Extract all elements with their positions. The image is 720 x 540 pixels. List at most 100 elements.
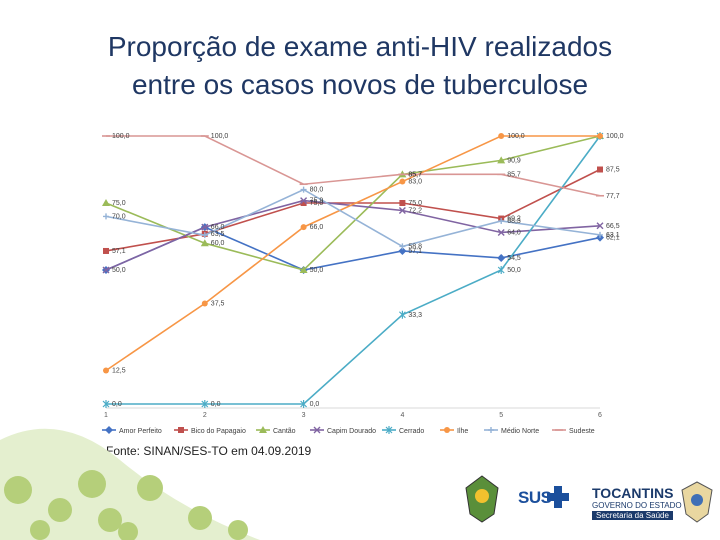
legend-label: Capim Dourado <box>327 428 376 435</box>
data-label: 66,0 <box>211 224 225 231</box>
legend-label: Cerrado <box>399 428 424 435</box>
data-point-marker <box>200 239 209 247</box>
data-point-marker <box>300 224 307 231</box>
data-label: 75,0 <box>310 200 324 207</box>
data-point-marker <box>300 400 308 408</box>
data-point-marker <box>201 300 208 307</box>
legend-label: Médio Norte <box>501 428 539 435</box>
emblem-sun-shape <box>475 489 489 503</box>
data-point-marker <box>103 367 109 374</box>
institution-logos: SUS TOCANTINS GOVERNO DO ESTADO Secretar… <box>440 466 720 540</box>
ribbon-icon <box>30 520 50 540</box>
data-label: 85,7 <box>408 171 422 178</box>
data-label: 63,5 <box>211 231 225 238</box>
title-line-1: Proporção de exame anti-HIV realizados <box>107 31 613 62</box>
series-line <box>105 168 601 252</box>
legend-label: Bico do Papagaio <box>191 428 246 435</box>
secretariat-text: Secretaria da Saúde <box>592 511 673 520</box>
data-point-marker <box>488 427 494 433</box>
data-label: 75,0 <box>408 200 422 207</box>
data-point-marker <box>399 243 406 250</box>
title-line-2: entre os casos novos de tuberculose <box>131 69 589 100</box>
data-point-marker <box>300 197 308 205</box>
x-tick-label: 6 <box>598 412 602 419</box>
data-point-marker <box>201 232 208 239</box>
legend-label: Amor Perfeito <box>119 428 162 435</box>
data-point-marker <box>300 200 307 206</box>
x-tick-label: 1 <box>104 412 108 419</box>
data-point-marker <box>497 228 505 236</box>
data-point-marker <box>313 426 321 434</box>
data-point-marker <box>498 217 505 224</box>
data-label: 63,1 <box>606 232 620 239</box>
data-point-marker <box>398 310 406 319</box>
data-point-marker <box>300 186 307 193</box>
data-label: 75,9 <box>310 198 324 205</box>
data-point-marker <box>597 133 603 139</box>
series-line <box>105 135 601 271</box>
data-point-marker <box>102 400 110 408</box>
data-point-marker <box>178 427 184 433</box>
data-label: 0,0 <box>211 401 221 408</box>
data-label: 60,0 <box>211 240 225 247</box>
data-point-marker <box>103 247 109 254</box>
data-label: 100,0 <box>507 133 525 140</box>
x-tick-label: 3 <box>302 412 306 419</box>
data-point-marker <box>444 427 450 433</box>
data-point-marker <box>259 426 267 433</box>
x-tick-label: 5 <box>499 412 503 419</box>
state-emblem-icon <box>465 475 499 523</box>
tocantins-logo-text: TOCANTINS <box>592 485 674 501</box>
data-label: 83,0 <box>408 179 422 186</box>
pill-icon <box>98 508 122 532</box>
eye-icon <box>78 470 106 498</box>
slide-title: Proporção de exame anti-HIV realizados e… <box>0 28 720 104</box>
data-point-marker <box>103 213 109 220</box>
data-label: 68,3 <box>507 218 521 225</box>
data-point-marker <box>201 400 209 408</box>
data-point-marker <box>497 156 506 164</box>
data-label: 77,7 <box>606 193 620 200</box>
data-label: 100,0 <box>606 133 624 140</box>
data-label: 0,0 <box>112 401 122 408</box>
cross-icon <box>547 486 569 508</box>
data-label: 70,0 <box>112 213 126 220</box>
leaf-icon <box>4 476 32 504</box>
x-tick-label: 4 <box>400 412 404 419</box>
data-point-marker <box>102 199 110 206</box>
data-label: 87,5 <box>606 167 620 174</box>
data-point-marker <box>398 207 406 214</box>
sus-logo: SUS <box>518 488 552 507</box>
data-label: 57,1 <box>112 248 126 255</box>
line-chart: 1 2 3 4 5 6 50,0 66,0 50,0 57,1 54,5 62,1 57,1 63,5 75… <box>102 132 624 435</box>
data-label: 37,5 <box>211 301 225 308</box>
data-point-marker <box>399 200 406 206</box>
series-line <box>105 188 601 248</box>
data-label: 12,5 <box>112 368 126 375</box>
data-label: 75,0 <box>112 200 126 207</box>
data-point-marker <box>102 266 110 274</box>
data-label: 54,5 <box>507 255 521 262</box>
data-label: 85,7 <box>507 171 521 178</box>
data-point-marker <box>497 253 506 262</box>
data-point-marker <box>596 222 604 230</box>
x-tick-label: 2 <box>203 412 207 419</box>
data-label: 50,0 <box>310 267 324 274</box>
data-point-marker <box>597 231 603 238</box>
data-label: 100,0 <box>211 133 229 140</box>
data-label: 66,5 <box>606 223 620 230</box>
cross-shape <box>547 486 569 508</box>
data-point-marker <box>385 426 393 434</box>
data-label: 85,7 <box>408 171 422 178</box>
mosquito-icon <box>228 520 248 540</box>
data-label: 0,0 <box>310 401 320 408</box>
data-point-marker <box>597 166 603 173</box>
data-label: 66,0 <box>310 224 324 231</box>
data-point-marker <box>105 426 113 434</box>
coat-of-arms-center <box>691 494 703 506</box>
data-label: 100,0 <box>112 133 130 140</box>
legend-label: Cantão <box>273 428 296 435</box>
data-point-marker <box>201 223 209 231</box>
series-line <box>105 199 601 271</box>
data-label: 69,2 <box>507 216 521 223</box>
